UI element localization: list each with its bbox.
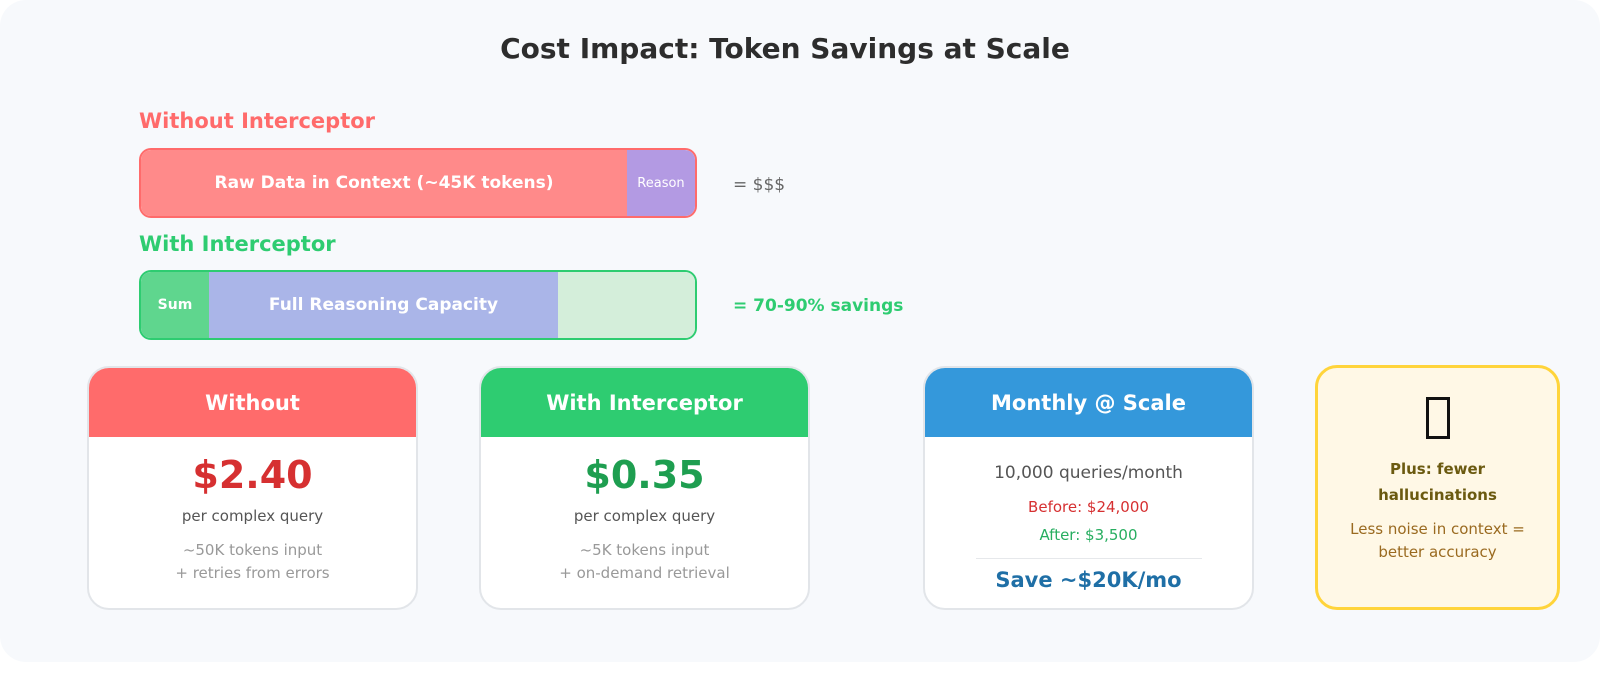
hallucination-tip-card: Plus: fewer hallucinations Less noise in… <box>1315 365 1560 610</box>
page-title: Cost Impact: Token Savings at Scale <box>500 32 1070 65</box>
monthly-queries: 10,000 queries/month <box>994 463 1183 483</box>
reason-segment: Reason <box>627 150 695 216</box>
monthly-after: After: $3,500 <box>1039 526 1138 544</box>
without-token-bar: Raw Data in Context (~45K tokens) Reason <box>139 148 697 218</box>
card-price: $2.40 <box>192 453 313 497</box>
card-per: per complex query <box>181 507 324 525</box>
missing-glyph-icon <box>1425 397 1450 439</box>
monthly-before: Before: $24,000 <box>1028 498 1149 516</box>
card-note-line: + retries from errors <box>175 564 330 582</box>
with-interceptor-label: With Interceptor <box>139 232 336 256</box>
card-note-line: + on-demand retrieval <box>559 564 730 582</box>
card-header: With Interceptor <box>481 368 808 437</box>
summary-segment: Sum <box>141 272 209 338</box>
without-result: = $$$ <box>733 175 786 195</box>
tip-body: Less noise in context = better accuracy <box>1350 520 1525 561</box>
with-result: = 70-90% savings <box>733 296 904 316</box>
divider <box>975 558 1202 559</box>
card-note: ~5K tokens input + on-demand retrieval <box>481 539 808 585</box>
card-header: Monthly @ Scale <box>925 368 1252 437</box>
with-cost-card: With Interceptor $0.35 per complex query… <box>479 366 810 610</box>
monthly-savings: Save ~$20K/mo <box>995 568 1182 592</box>
without-cost-card: Without $2.40 per complex query ~50K tok… <box>87 366 418 610</box>
card-note-line: ~50K tokens input <box>182 541 323 559</box>
with-token-bar: Sum Full Reasoning Capacity <box>139 270 697 340</box>
card-note-line: ~5K tokens input <box>579 541 710 559</box>
monthly-scale-card: Monthly @ Scale 10,000 queries/month Bef… <box>923 366 1254 610</box>
reasoning-segment: Full Reasoning Capacity <box>209 272 558 338</box>
card-header: Without <box>89 368 416 437</box>
card-note: ~50K tokens input + retries from errors <box>89 539 416 585</box>
tip-heading: Plus: fewer hallucinations <box>1378 460 1497 504</box>
card-per: per complex query <box>573 507 716 525</box>
without-interceptor-label: Without Interceptor <box>139 109 376 133</box>
freed-space-segment <box>558 272 695 338</box>
raw-data-segment: Raw Data in Context (~45K tokens) <box>141 150 627 216</box>
card-price: $0.35 <box>584 453 705 497</box>
